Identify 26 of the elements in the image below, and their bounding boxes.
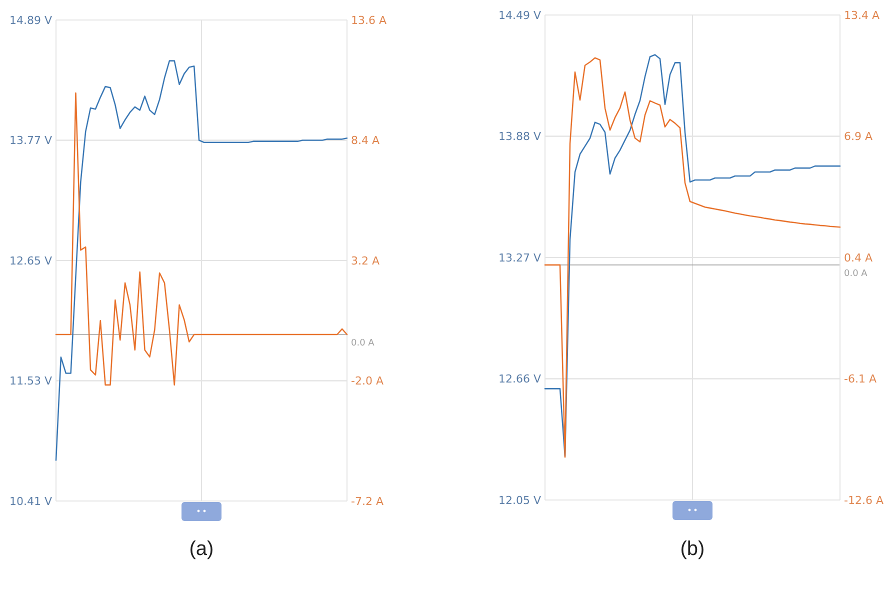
y2-tick-label: 6.9 A [844,130,873,144]
y2-tick-label: 13.4 A [844,8,880,22]
y-tick-label: 14.49 V [498,8,542,22]
line-series [55,92,348,386]
ref-line-label: 0.0 A [351,338,376,349]
y-tick-label: 12.65 V [9,254,52,268]
text: (b) [680,538,705,560]
y2-tick-label: 3.2 A [351,254,380,268]
ref-line-label: 0.0 A [844,269,868,280]
y-tick-label: 14.89 V [9,14,52,27]
line-series [55,60,348,461]
y-tick-label: 10.41 V [9,494,52,508]
y-tick-label: 13.27 V [498,251,542,264]
y-tick-label: 13.77 V [9,134,52,148]
y2-tick-label: -6.1 A [844,372,877,386]
y2-tick-label: 8.4 A [351,134,380,148]
y-tick-label: 13.88 V [498,130,542,144]
y2-tick-label: -7.2 A [351,494,384,508]
y2-tick-label: 13.6 A [351,14,387,27]
y2-tick-label: -12.6 A [844,494,884,507]
y-tick-label: 12.66 V [498,372,542,386]
text: (a) [189,538,214,560]
y-tick-label: 11.53 V [9,374,52,388]
y2-tick-label: -2.0 A [351,374,384,388]
y-tick-label: 12.05 V [498,494,542,507]
y2-tick-label: 0.4 A [844,251,873,264]
